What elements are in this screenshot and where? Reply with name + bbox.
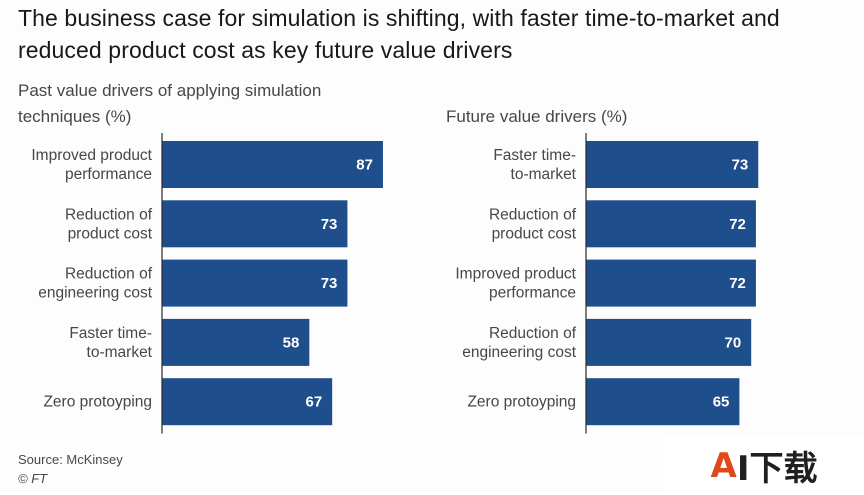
category-label: Reduction of bbox=[65, 206, 153, 223]
copyright-note: © FT bbox=[18, 471, 48, 486]
category-label: Reduction of bbox=[489, 206, 577, 223]
category-label: Improved product bbox=[31, 147, 152, 164]
category-label: Faster time- bbox=[69, 325, 152, 342]
data-label: 70 bbox=[725, 334, 742, 351]
data-label: 72 bbox=[729, 275, 746, 292]
category-label: Reduction of bbox=[65, 266, 153, 283]
past-drivers-panel: Past value drivers of applying simulatio… bbox=[0, 0, 430, 440]
chart-title: The business case for simulation is shif… bbox=[18, 5, 780, 63]
category-label: product cost bbox=[68, 225, 153, 242]
category-label: performance bbox=[489, 285, 576, 302]
data-label: 67 bbox=[305, 394, 322, 411]
future-drivers-chart: 73 Faster time-to-market 72 Reduction of pro… bbox=[455, 133, 759, 434]
bar bbox=[162, 259, 348, 307]
watermark-logo: A I下载 bbox=[664, 436, 864, 495]
category-label: performance bbox=[65, 166, 152, 183]
category-label: Faster time- bbox=[493, 147, 576, 164]
data-label: 72 bbox=[729, 216, 746, 233]
bar bbox=[586, 378, 740, 426]
bar bbox=[586, 318, 752, 366]
past-drivers-title: Past value drivers of applying simulatio… bbox=[18, 81, 322, 126]
bar bbox=[162, 378, 333, 426]
bar bbox=[586, 141, 759, 188]
bar bbox=[162, 318, 310, 366]
bar bbox=[162, 141, 383, 188]
data-label: 65 bbox=[713, 394, 730, 411]
category-label: product cost bbox=[492, 225, 577, 242]
bar bbox=[586, 200, 756, 248]
data-label: 73 bbox=[732, 157, 749, 174]
data-label: 73 bbox=[321, 275, 338, 292]
category-label: Reduction of bbox=[489, 325, 577, 342]
bar bbox=[162, 200, 348, 248]
category-label: Improved product bbox=[455, 266, 576, 283]
data-label: 73 bbox=[321, 216, 338, 233]
source-note: Source: McKinsey bbox=[18, 452, 123, 467]
data-label: 58 bbox=[283, 334, 300, 351]
past-drivers-chart: 87 Improved product performance 73 Reduction… bbox=[31, 133, 383, 434]
data-label: 87 bbox=[356, 157, 373, 174]
category-label: engineering cost bbox=[462, 344, 576, 361]
future-drivers-title: Future value drivers (%) bbox=[446, 107, 628, 126]
category-label: Zero protoyping bbox=[467, 394, 576, 411]
future-drivers-panel: Future value drivers (%) 73 Faster time-t… bbox=[430, 0, 864, 440]
category-label: Zero protoyping bbox=[43, 394, 152, 411]
category-label: to-market bbox=[511, 166, 577, 183]
category-label: engineering cost bbox=[38, 285, 152, 302]
bar bbox=[586, 259, 756, 307]
category-label: to-market bbox=[87, 344, 153, 361]
